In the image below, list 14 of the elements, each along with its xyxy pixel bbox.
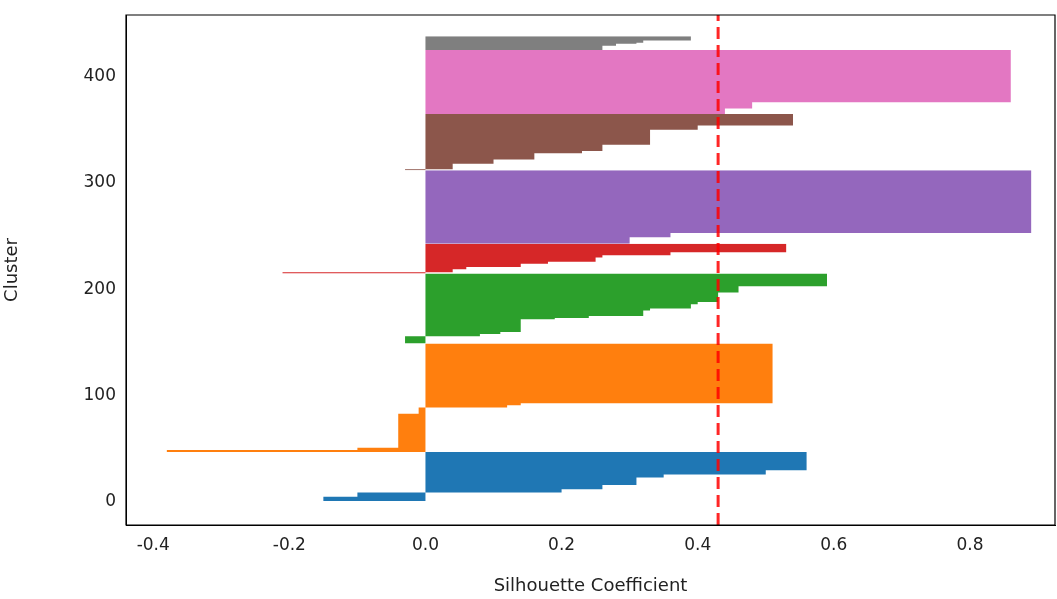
x-tick-label: -0.4 <box>136 533 170 554</box>
x-tick-label: 0.4 <box>684 533 712 554</box>
x-tick-label: 0.0 <box>411 533 439 554</box>
x-axis-title: Silhouette Coefficient <box>493 573 688 595</box>
x-tick-label: 0.6 <box>820 533 848 554</box>
y-tick-label: 100 <box>83 384 116 405</box>
y-tick-label: 0 <box>105 490 116 511</box>
x-tick-label: 0.8 <box>956 533 984 554</box>
y-tick-label: 400 <box>83 65 116 86</box>
y-axis-title: Cluster <box>0 237 22 302</box>
x-tick-label: -0.2 <box>272 533 306 554</box>
y-tick-label: 200 <box>83 277 116 298</box>
x-tick-label: 0.2 <box>548 533 576 554</box>
y-tick-label: 300 <box>83 171 116 192</box>
